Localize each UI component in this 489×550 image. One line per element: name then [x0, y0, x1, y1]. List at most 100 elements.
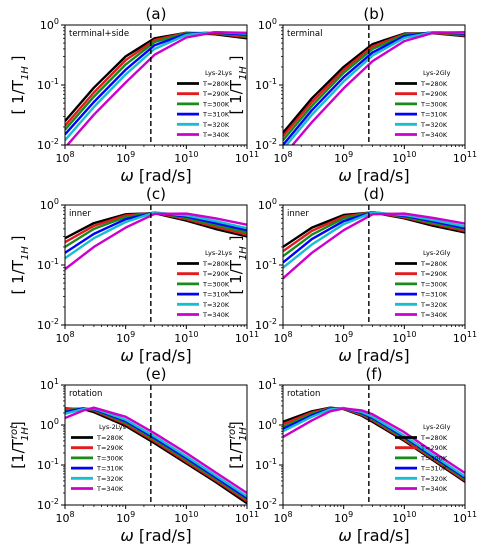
legend: Lys-2Lys T=280K T=290K T=300K T=310K T=320K T=…: [177, 69, 233, 139]
legend-entry: T=290K: [96, 444, 124, 452]
legend-entry: T=300K: [420, 100, 448, 108]
x-tick-label: 1011: [453, 150, 477, 165]
legend-entry: T=290K: [202, 270, 230, 278]
legend: Lys-2Gly T=280K T=290K T=300K T=310K T=320K T=…: [395, 249, 451, 319]
legend-entry: T=320K: [202, 121, 230, 129]
legend-entry: T=290K: [420, 90, 448, 98]
y-tick-label: 100: [258, 17, 277, 32]
x-axis-label: ω [rad/s]: [338, 166, 409, 185]
legend-entry: T=320K: [420, 121, 448, 129]
x-axis-label: ω [rad/s]: [120, 526, 191, 545]
legend-entry: T=340K: [420, 485, 448, 493]
legend-entry: T=300K: [420, 454, 448, 462]
y-tick-label: 101: [40, 377, 59, 392]
x-axis-label: ω [rad/s]: [120, 346, 191, 365]
legend-entry: T=340K: [420, 311, 448, 319]
legend-title: Lys-2Lys: [205, 249, 233, 257]
x-tick-label: 1010: [174, 330, 198, 345]
legend-title: Lys-2Lys: [205, 69, 233, 77]
y-axis-label: [ 1/T1H ]: [227, 56, 249, 115]
x-tick-label: 109: [334, 150, 353, 165]
legend-entry: T=300K: [96, 454, 124, 462]
legend-entry: T=280K: [202, 260, 230, 268]
legend: Lys-2Lys T=280K T=290K T=300K T=310K T=320K T=…: [71, 423, 127, 493]
x-tick-label: 109: [334, 510, 353, 525]
legend: Lys-2Gly T=280K T=290K T=300K T=310K T=320K T=…: [395, 69, 451, 139]
y-tick-label: 10-1: [37, 257, 59, 272]
panel-annotation: inner: [69, 209, 91, 219]
plot-frame: [282, 384, 466, 506]
legend-title: Lys-2Lys: [99, 423, 127, 431]
panel-annotation: terminal: [287, 29, 323, 39]
x-tick-label: 109: [334, 330, 353, 345]
legend-entry: T=320K: [96, 475, 124, 483]
panel-label: (f): [366, 365, 383, 383]
y-tick-label: 10-1: [37, 77, 59, 92]
x-tick-label: 108: [273, 150, 292, 165]
x-axis-label: ω [rad/s]: [338, 526, 409, 545]
panel-annotation: rotation: [287, 389, 320, 399]
x-tick-label: 108: [55, 330, 74, 345]
legend-entry: T=320K: [420, 301, 448, 309]
series-line-5: [65, 31, 247, 145]
y-tick-label: 10-2: [255, 137, 277, 152]
panel-label: (e): [146, 365, 167, 383]
x-tick-label: 1010: [392, 510, 416, 525]
series-line-4: [65, 211, 247, 260]
y-tick-label: 101: [258, 377, 277, 392]
y-tick-label: 10-2: [37, 497, 59, 512]
legend-entry: T=340K: [420, 131, 448, 139]
y-tick-label: 100: [258, 197, 277, 212]
series-line-5: [65, 212, 247, 271]
y-tick-label: 10-2: [37, 137, 59, 152]
legend-entry: T=280K: [202, 80, 230, 88]
series-line-5: [65, 406, 247, 495]
legend-title: Lys-2Gly: [423, 249, 451, 257]
legend-entry: T=310K: [202, 291, 230, 299]
series-line-1: [65, 211, 247, 244]
legend-entry: T=320K: [202, 301, 230, 309]
x-tick-label: 108: [55, 510, 74, 525]
y-tick-label: 10-1: [255, 77, 277, 92]
legend-entry: T=340K: [202, 311, 230, 319]
legend-entry: T=310K: [202, 111, 230, 119]
legend-entry: T=310K: [420, 465, 448, 473]
y-tick-label: 10-2: [37, 317, 59, 332]
x-axis-label: ω [rad/s]: [120, 166, 191, 185]
legend-entry: T=290K: [202, 90, 230, 98]
x-tick-label: 1011: [453, 510, 477, 525]
x-tick-label: 1010: [392, 330, 416, 345]
series-line-5: [290, 31, 465, 145]
legend-entry: T=310K: [420, 291, 448, 299]
y-tick-label: 10-2: [255, 497, 277, 512]
x-tick-label: 1011: [235, 330, 259, 345]
legend-title: Lys-2Gly: [423, 423, 451, 431]
y-tick-label: 10-1: [37, 457, 59, 472]
legend: Lys-2Gly T=280K T=290K T=300K T=310K T=320K T=…: [395, 423, 451, 493]
legend-entry: T=310K: [96, 465, 124, 473]
x-tick-label: 1010: [174, 510, 198, 525]
panel-annotation: inner: [287, 209, 309, 219]
x-tick-label: 1011: [235, 510, 259, 525]
y-tick-label: 100: [40, 417, 59, 432]
series-line-5: [283, 212, 465, 280]
plot-frame: [64, 384, 248, 506]
legend-entry: T=290K: [420, 270, 448, 278]
y-axis-label: [1/Trot1H]: [227, 421, 249, 469]
y-axis-label: [ 1/T1H ]: [9, 56, 31, 115]
legend-entry: T=280K: [420, 434, 448, 442]
y-tick-label: 10-2: [255, 317, 277, 332]
y-tick-label: 10-1: [255, 257, 277, 272]
series-line-5: [283, 407, 465, 475]
legend-entry: T=310K: [420, 111, 448, 119]
series-line-4: [283, 211, 465, 269]
legend-entry: T=320K: [420, 475, 448, 483]
legend-entry: T=340K: [96, 485, 124, 493]
legend-title: Lys-2Gly: [423, 69, 451, 77]
legend-entry: T=280K: [420, 260, 448, 268]
x-tick-label: 109: [116, 150, 135, 165]
